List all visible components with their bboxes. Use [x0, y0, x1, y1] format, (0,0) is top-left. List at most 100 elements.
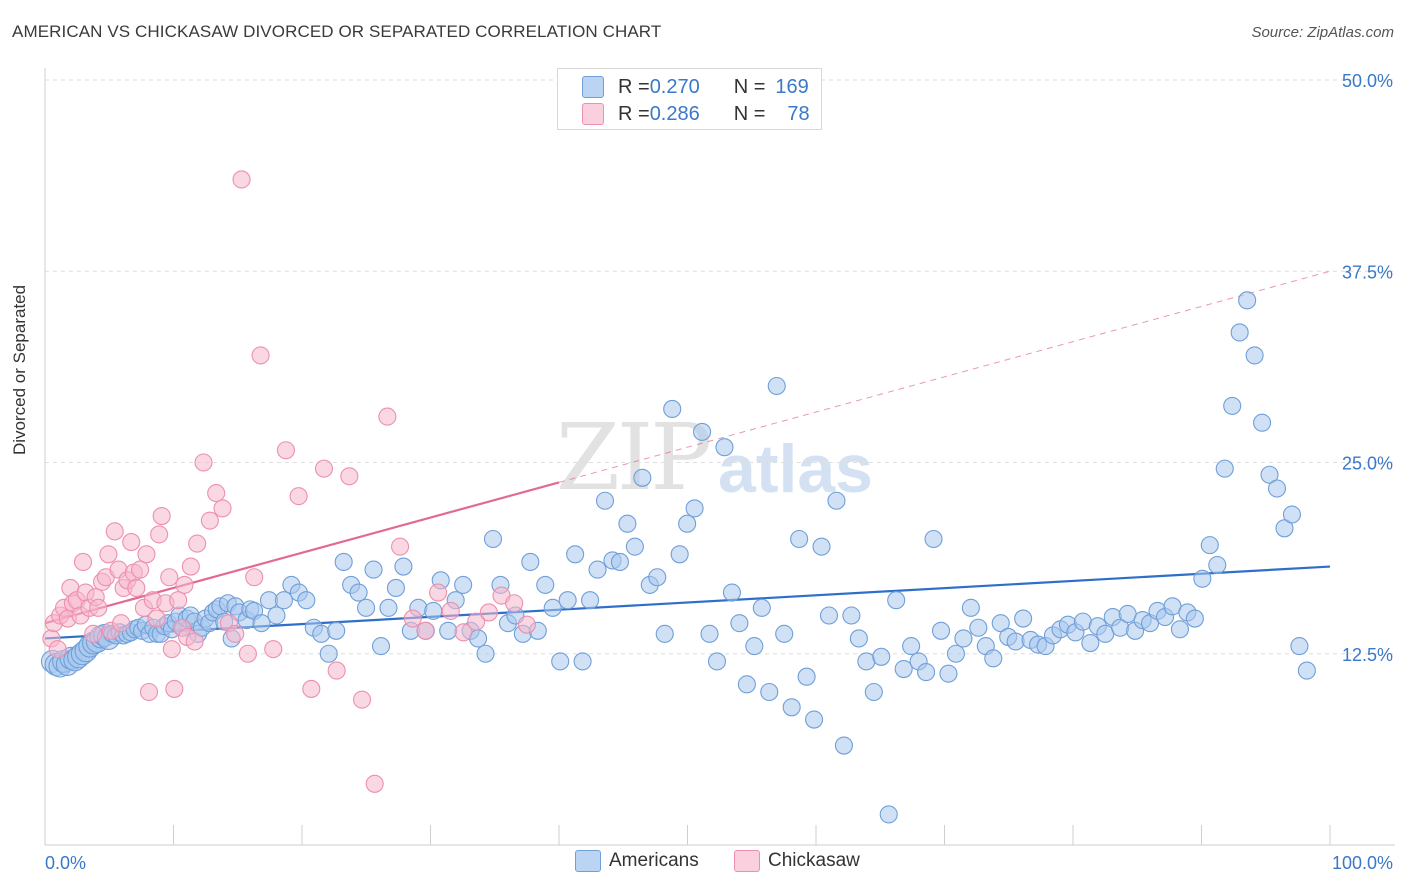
american-point — [543, 598, 562, 617]
data-points — [40, 170, 1316, 824]
americans-legend-swatch — [575, 850, 601, 872]
y-tick-label: 25.0% — [1342, 454, 1393, 474]
american-point — [364, 560, 383, 579]
legend-item-chickasaw: Chickasaw — [734, 850, 860, 872]
source-credit: Source: ZipAtlas.com — [1251, 24, 1394, 41]
n-value: 169 — [775, 75, 809, 98]
tick-labels: 12.5% 25.0% 37.5% 50.0% 0.0% 100.0% — [45, 71, 1393, 873]
american-point — [939, 664, 958, 683]
american-point — [424, 601, 443, 620]
axes — [44, 68, 1395, 846]
chickasaw-point — [289, 487, 308, 506]
american-point — [439, 621, 458, 640]
series-legend: Americans Chickasaw — [0, 850, 1406, 880]
y-tick-label: 12.5% — [1342, 645, 1393, 665]
american-point — [834, 736, 853, 755]
chickasaw-point — [416, 621, 435, 640]
american-point — [745, 637, 764, 656]
american-point — [581, 591, 600, 610]
american-point — [730, 614, 749, 633]
american-point — [931, 621, 951, 640]
n-label: N = — [733, 102, 766, 125]
chickasaw-point — [479, 603, 498, 622]
american-point — [1230, 323, 1249, 342]
chickasaw-trend-extension — [558, 270, 1331, 483]
american-point — [588, 560, 607, 579]
chickasaw-point — [152, 506, 171, 526]
american-point — [551, 652, 570, 671]
chickasaw-point — [112, 614, 131, 633]
american-point — [625, 537, 644, 556]
chickasaw-point — [314, 459, 334, 478]
american-point — [655, 624, 674, 643]
american-point — [319, 644, 338, 663]
american-point — [349, 583, 368, 602]
chickasaw-point — [352, 690, 372, 709]
chickasaw-point — [213, 499, 232, 518]
american-point — [790, 529, 809, 549]
american-point — [678, 514, 697, 533]
american-point — [857, 652, 876, 671]
american-point — [394, 557, 413, 576]
chickasaw-point — [48, 640, 67, 659]
american-point — [595, 491, 615, 510]
american-point — [670, 545, 689, 564]
american-point — [558, 591, 577, 610]
american-point — [797, 667, 816, 686]
chickasaw-point — [150, 525, 169, 544]
american-point — [864, 682, 883, 702]
american-point — [1245, 346, 1264, 365]
american-point — [1260, 465, 1279, 484]
chickasaw-point — [340, 467, 359, 486]
american-point — [917, 663, 936, 682]
american-point — [879, 805, 898, 824]
watermark-zip: ZIP — [556, 404, 712, 511]
american-point — [1297, 661, 1316, 680]
chickasaw-point — [454, 623, 473, 642]
american-point — [1193, 569, 1212, 588]
chickasaw-point — [505, 594, 524, 613]
american-point — [969, 618, 988, 637]
american-point — [573, 652, 592, 671]
r-value: 0.286 — [649, 102, 700, 125]
american-point — [946, 644, 965, 663]
american-point — [991, 614, 1010, 633]
legend-label: Chickasaw — [768, 850, 860, 871]
legend-row-chickasaw: R = 0.286 N = 78 — [582, 102, 810, 126]
chickasaw-point — [89, 598, 108, 617]
chickasaw-point — [162, 640, 181, 659]
american-point — [610, 552, 629, 572]
american-point — [782, 698, 801, 717]
american-point — [954, 629, 973, 648]
american-point — [760, 682, 779, 702]
chickasaw-point — [302, 679, 321, 698]
trend-lines — [44, 270, 1331, 640]
r-label: R = — [618, 75, 650, 98]
chickasaw-point — [276, 441, 295, 460]
american-point — [812, 537, 831, 556]
american-point — [312, 624, 331, 643]
chickasaw-point — [517, 615, 536, 634]
american-point — [887, 591, 906, 610]
chickasaw-point — [105, 522, 124, 541]
chickasaw-point — [264, 640, 283, 659]
american-point — [924, 529, 943, 549]
r-label: R = — [618, 102, 650, 125]
chickasaw-point — [73, 552, 93, 572]
american-point — [454, 575, 473, 594]
legend-label: Americans — [609, 850, 699, 871]
watermark-atlas: atlas — [718, 431, 873, 507]
chickasaw-point — [403, 609, 422, 628]
american-point — [252, 614, 271, 633]
american-point — [297, 591, 316, 610]
x-tick-label: 0.0% — [45, 853, 86, 873]
chart-title: AMERICAN VS CHICKASAW DIVORCED OR SEPARA… — [12, 22, 662, 41]
american-point — [961, 598, 980, 617]
chickasaw-legend-swatch — [734, 850, 760, 872]
american-point — [842, 606, 861, 625]
chickasaw-point — [181, 557, 200, 576]
american-point — [1073, 612, 1092, 631]
chickasaw-point — [139, 682, 159, 702]
american-point — [902, 637, 921, 656]
